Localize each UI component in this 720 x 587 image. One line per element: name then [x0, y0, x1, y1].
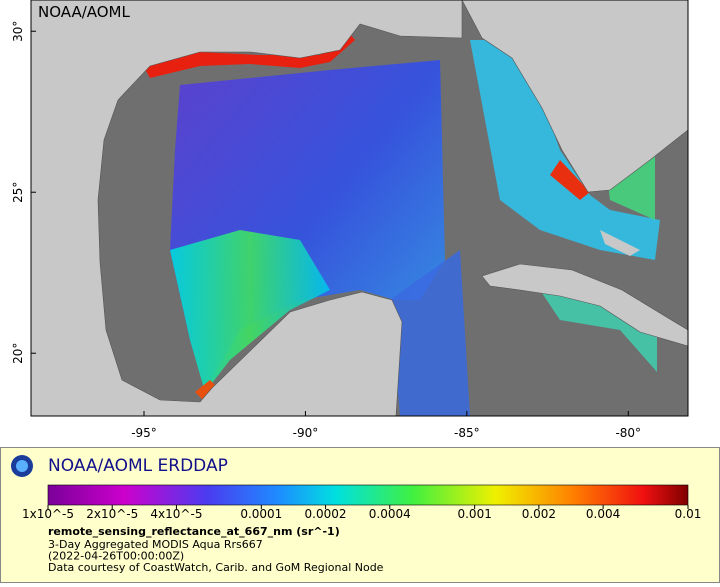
noaa-logo	[16, 460, 28, 472]
colorbar-tick-label: 0.0001	[240, 507, 282, 521]
x-tick-label: -85°	[454, 426, 480, 440]
x-tick-label: -95°	[131, 426, 157, 440]
legend-box	[0, 447, 720, 583]
map: NOAA/AOML	[31, 0, 688, 416]
colorbar-tick-label: 0.0002	[305, 507, 347, 521]
land	[461, 0, 688, 193]
colorbar-tick-label: 2x10^-5	[86, 507, 138, 521]
reflectance-swath	[170, 230, 330, 392]
x-tick-label: -90°	[293, 426, 319, 440]
colorbar-tick-label: 0.0004	[369, 507, 411, 521]
colorbar-ticks: 1x10^-5 2x10^-5 4x10^-5 0.0001 0.0002 0.0004 0…	[22, 505, 701, 521]
legend-line: Data courtesy of CoastWatch, Carib. and …	[48, 561, 384, 574]
y-tick-label: 20°	[11, 343, 25, 364]
x-axis: -95° -90° -85° -80°	[131, 411, 641, 440]
legend-lines: 3-Day Aggregated MODIS Aqua Rrs667(2022-…	[48, 538, 384, 574]
legend-title: NOAA/AOML ERDDAP	[48, 456, 228, 476]
land	[600, 230, 640, 256]
legend-line: (2022-04-26T00:00:00Z)	[48, 550, 184, 563]
coastal-high	[195, 380, 220, 402]
colorbar	[47, 484, 689, 506]
variable-name: remote_sensing_reflectance_at_667_nm (sr…	[48, 525, 340, 538]
y-tick-label: 30°	[11, 21, 25, 42]
y-axis: 30° 25° 20°	[11, 21, 36, 364]
map-frame	[30, 0, 689, 417]
coastal-high	[550, 160, 590, 200]
y-tick-label: 25°	[11, 182, 25, 203]
colorbar-tick-label: 0.001	[457, 507, 491, 521]
colorbar-tick-label: 4x10^-5	[150, 507, 202, 521]
coastal-high	[140, 28, 355, 78]
legend: NOAA/AOML ERDDAP 1x10^-5 2x10^-5 4x10^-5 0.…	[0, 447, 720, 583]
colorbar-tick-label: 0.002	[522, 507, 556, 521]
land	[481, 263, 688, 347]
colorbar-tick-label: 0.01	[675, 507, 702, 521]
colorbar-tick-label: 1x10^-5	[22, 507, 74, 521]
colorbar-tick-label: 0.004	[586, 507, 620, 521]
reflectance-swath	[390, 250, 470, 416]
reflectance-swath	[470, 40, 660, 260]
watermark: NOAA/AOML	[38, 3, 131, 21]
x-tick-label: -80°	[615, 426, 641, 440]
legend-line: 3-Day Aggregated MODIS Aqua Rrs667	[48, 538, 263, 551]
land	[31, 0, 463, 416]
